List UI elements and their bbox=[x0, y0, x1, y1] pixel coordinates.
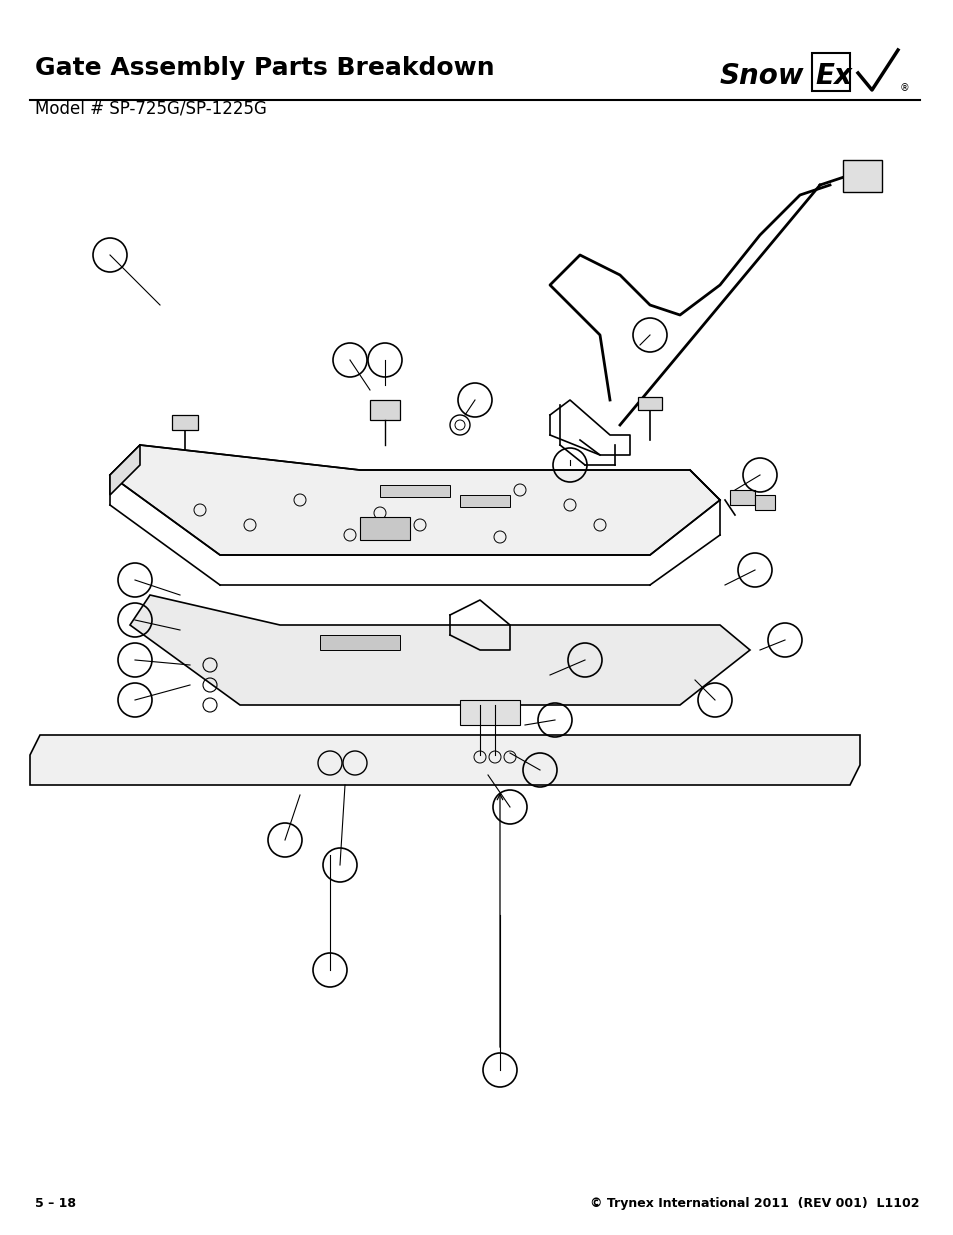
Polygon shape bbox=[638, 396, 661, 410]
Text: © Trynex International 2011  (REV 001)  L1102: © Trynex International 2011 (REV 001) L1… bbox=[590, 1197, 919, 1210]
Polygon shape bbox=[729, 490, 754, 505]
Polygon shape bbox=[319, 635, 399, 650]
Text: Ex: Ex bbox=[814, 62, 851, 90]
Text: Snow: Snow bbox=[720, 62, 803, 90]
Polygon shape bbox=[130, 595, 749, 705]
Text: ®: ® bbox=[899, 83, 909, 93]
Text: Model # SP-725G/SP-1225G: Model # SP-725G/SP-1225G bbox=[35, 99, 267, 117]
Polygon shape bbox=[459, 700, 519, 725]
Polygon shape bbox=[370, 400, 399, 420]
Polygon shape bbox=[110, 445, 720, 555]
Text: 5 – 18: 5 – 18 bbox=[35, 1197, 76, 1210]
Polygon shape bbox=[30, 735, 859, 785]
Polygon shape bbox=[459, 495, 510, 508]
Polygon shape bbox=[359, 517, 410, 540]
Polygon shape bbox=[754, 495, 774, 510]
Polygon shape bbox=[110, 445, 140, 495]
Polygon shape bbox=[379, 485, 450, 496]
FancyBboxPatch shape bbox=[842, 161, 882, 191]
Polygon shape bbox=[172, 415, 198, 430]
Text: Gate Assembly Parts Breakdown: Gate Assembly Parts Breakdown bbox=[35, 56, 494, 80]
